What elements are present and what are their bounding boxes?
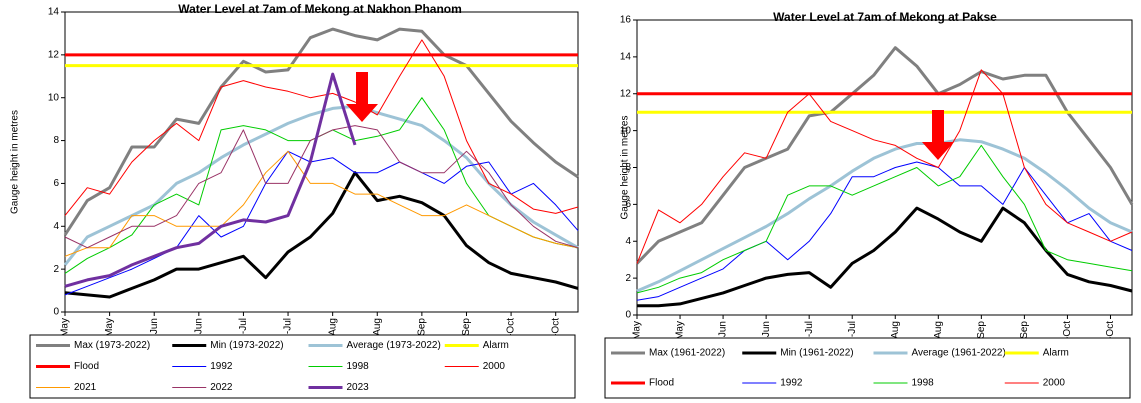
- legend-label: 2000: [1043, 378, 1066, 389]
- series-line: [64, 150, 579, 257]
- x-tick-label: 28-Aug: [933, 321, 944, 353]
- legend-box: [29, 334, 576, 399]
- legend-label: 1998: [347, 361, 370, 372]
- plot-frame: [636, 19, 1133, 316]
- arrow: [346, 72, 378, 122]
- legend-label: Flood: [649, 378, 674, 389]
- legend-label: 2022: [210, 382, 233, 393]
- y-tick-label: 10: [48, 92, 60, 103]
- legend-label: Alarm: [483, 340, 509, 351]
- legend-label: 1992: [780, 378, 803, 389]
- y-axis-label: Gauge height in metres: [10, 110, 21, 214]
- x-tick-label: 29-Jul: [283, 318, 294, 345]
- x-tick-label: 28-Aug: [372, 318, 383, 350]
- x-tick-label: 12-Oct: [1062, 321, 1073, 351]
- y-tick-label: 4: [625, 236, 631, 247]
- y-tick-label: 12: [620, 88, 632, 99]
- legend-label: Average (1961-2022): [912, 348, 1006, 359]
- legend-label: 2000: [483, 361, 506, 372]
- x-tick-label: 14-Jun: [149, 318, 160, 349]
- x-tick-label: 14-Jun: [718, 321, 729, 352]
- series-line: [636, 138, 1133, 293]
- series-line: [64, 125, 579, 249]
- y-tick-label: 2: [53, 264, 59, 275]
- series-line: [636, 69, 1133, 264]
- y-tick-label: 6: [625, 199, 631, 210]
- x-tick-label: 12-Sep: [976, 321, 987, 354]
- series-line: [636, 144, 1133, 294]
- legend-box: [604, 337, 1131, 399]
- x-tick-label: 27-Oct: [1105, 321, 1116, 351]
- plot-frame: [64, 11, 579, 313]
- x-tick-label: 27-Sep: [461, 318, 472, 351]
- y-tick-label: 2: [625, 273, 631, 284]
- y-tick-label: 16: [620, 15, 632, 26]
- x-tick-label: 27-Sep: [1019, 321, 1030, 354]
- series-line: [637, 206, 1133, 308]
- legend-label: Min (1973-2022): [210, 340, 283, 351]
- legend-label: 1992: [210, 361, 233, 372]
- x-tick-label: 13-Aug: [327, 318, 338, 350]
- legend-label: Max (1973-2022): [74, 340, 150, 351]
- x-tick-label: 14-Jul: [238, 318, 249, 345]
- legend-label: Average (1973-2022): [347, 340, 441, 351]
- legend-label: Min (1961-2022): [780, 348, 853, 359]
- series-line: [63, 104, 579, 266]
- y-tick-label: 8: [53, 135, 59, 146]
- y-tick-label: 14: [620, 52, 632, 63]
- y-tick-label: 6: [53, 178, 59, 189]
- y-tick-label: 0: [625, 310, 631, 321]
- series-line: [636, 161, 1133, 301]
- series-line: [635, 46, 1134, 265]
- arrow: [922, 110, 954, 160]
- legend-label: Max (1961-2022): [649, 348, 725, 359]
- x-tick-label: 12-Sep: [417, 318, 428, 351]
- y-tick-label: 12: [48, 49, 60, 60]
- x-tick-label: 12-Oct: [506, 318, 517, 348]
- chart-title: Water Level at 7am of Mekong at Pakse: [773, 10, 997, 24]
- legend-label: 2021: [74, 382, 97, 393]
- y-tick-label: 4: [53, 221, 59, 232]
- legend-label: Flood: [74, 361, 99, 372]
- series-line: [64, 72, 357, 288]
- series-line: [64, 171, 579, 299]
- legend-label: 2023: [347, 382, 370, 393]
- x-tick-label: 13-Aug: [890, 321, 901, 353]
- chart: Water Level at 7am of Mekong at Pakse Gau…: [604, 10, 1134, 399]
- y-tick-label: 0: [53, 307, 59, 318]
- x-tick-label: 14-Jul: [804, 321, 815, 348]
- y-tick-label: 14: [48, 7, 60, 18]
- series-line: [64, 39, 579, 216]
- y-axis-label: Gauge height in metres: [620, 116, 631, 220]
- chart: Water Level at 7am of Mekong at Nakhon P…: [10, 2, 579, 399]
- legend-label: 1998: [912, 378, 935, 389]
- x-tick-label: 29-Jun: [761, 321, 772, 352]
- chart-title: Water Level at 7am of Mekong at Nakhon P…: [178, 2, 462, 16]
- series-line: [63, 27, 579, 236]
- series-line: [64, 150, 579, 296]
- x-tick-label: 29-Jul: [847, 321, 858, 348]
- x-tick-label: 29-Jun: [193, 318, 204, 349]
- legend-label: Alarm: [1043, 348, 1069, 359]
- y-tick-label: 8: [625, 162, 631, 173]
- y-tick-label: 10: [620, 125, 632, 136]
- x-tick-label: 27-Oct: [550, 318, 561, 348]
